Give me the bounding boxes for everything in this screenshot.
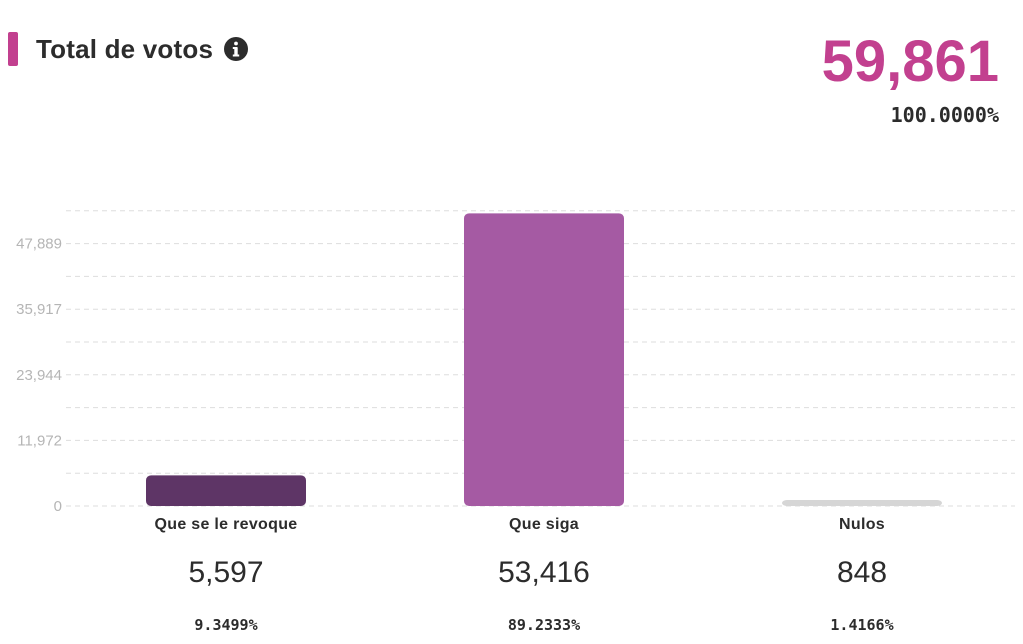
category-count: 848 xyxy=(836,556,888,589)
bar[interactable] xyxy=(464,213,624,506)
title-accent-bar xyxy=(8,32,18,66)
category-percent: 89.2333% xyxy=(507,616,581,634)
bar[interactable] xyxy=(782,500,942,506)
total-votes-count: 59,861 xyxy=(821,29,999,94)
y-tick-label: 23,944 xyxy=(16,367,62,384)
y-tick-label: 11,972 xyxy=(17,432,62,449)
title-bar: Total de votos xyxy=(8,30,249,68)
page-title: Total de votos xyxy=(36,33,214,64)
category-label: Que siga xyxy=(509,516,579,533)
y-tick-label: 47,889 xyxy=(16,236,62,253)
y-tick-label: 0 xyxy=(54,498,62,515)
category-count: 53,416 xyxy=(498,556,590,589)
category-label: Nulos xyxy=(839,516,885,533)
bar[interactable] xyxy=(146,475,306,506)
info-icon[interactable] xyxy=(223,36,249,62)
category-count: 5,597 xyxy=(188,556,264,589)
category-label: Que se le revoque xyxy=(154,516,298,533)
category-percent: 9.3499% xyxy=(194,616,258,634)
y-tick-label: 35,917 xyxy=(16,301,62,318)
category-percent: 1.4166% xyxy=(830,616,894,634)
total-votes-percent: 100.0000% xyxy=(890,103,999,127)
